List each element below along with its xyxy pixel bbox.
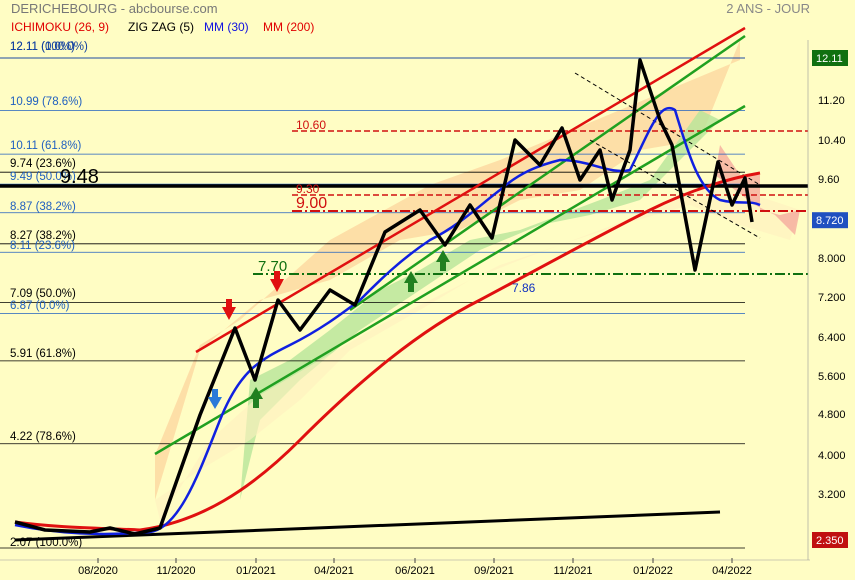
- mm30-line: [14, 106, 761, 536]
- fib-label: 9.74 (23.6%): [10, 158, 76, 170]
- y-tick-label: 9.60: [818, 174, 839, 186]
- x-tick-label: 09/2021: [474, 565, 514, 577]
- y-tick-label: 10.40: [818, 135, 846, 147]
- fib-label: 4.22 (78.6%): [10, 431, 76, 443]
- x-tick-label: 11/2020: [157, 565, 196, 577]
- x-tick-label: 06/2021: [395, 565, 435, 577]
- sell-arrow-2: [270, 279, 284, 292]
- annotation-label: 9.30: [296, 182, 320, 196]
- fib-label: 5.91 (61.8%): [10, 348, 76, 360]
- fib-label: 8.27 (38.2%): [10, 230, 76, 242]
- y-tick-label: 3.200: [818, 489, 846, 501]
- x-tick-label: 01/2022: [633, 565, 673, 577]
- fib-label: 9.49 (50.0%): [10, 171, 76, 183]
- y-tick-label: 4.000: [818, 450, 846, 462]
- x-tick-label: 04/2022: [712, 565, 752, 577]
- y-tick-label: 7.200: [818, 292, 846, 304]
- buy-arrow-3: [436, 250, 450, 262]
- buy-arrow-2: [404, 271, 418, 283]
- y-tick-label: 8.000: [818, 253, 846, 265]
- legend-zigzag: ZIG ZAG (5): [128, 20, 194, 34]
- buy-arrow-blue: [208, 397, 222, 409]
- last-price-badge-bg: [812, 212, 848, 229]
- fib-label: 12.11 (100.0%): [10, 41, 88, 53]
- mm200-line: [14, 171, 761, 532]
- y-tick-label: 11.20: [818, 95, 845, 107]
- annotation-label: 10.60: [296, 118, 326, 132]
- fibonacci-levels: [0, 57, 745, 549]
- period-label: 2 ANS - JOUR: [726, 1, 810, 16]
- fib-label: 7.09 (50.0%): [10, 288, 76, 300]
- annotation-label: 7.70: [258, 258, 287, 275]
- ichimoku-cloud: [155, 40, 800, 520]
- fib-label: 6.87 (0.0%): [10, 300, 70, 312]
- annotation-label: 9.48: [60, 166, 99, 188]
- y-tick-label: 6.400: [818, 332, 846, 344]
- legend-ichimoku: ICHIMOKU (26, 9): [11, 20, 110, 34]
- low-price-badge-bg: [812, 532, 848, 548]
- fib-label: 10.99 (78.6%): [10, 96, 82, 108]
- low-price-badge: 2.350: [816, 535, 844, 547]
- buy-arrow-1: [249, 387, 263, 399]
- fib-label: 10.11 (61.8%): [10, 140, 82, 152]
- high-price-badge-bg: [812, 50, 848, 66]
- annotation-labels: 9.48 10.60 9.309.00 7.70 7.86: [60, 118, 536, 295]
- fibonacci-labels: 12.11 (100.0%)12.11 (0.0%) 10.99 (78.6%) 1…: [10, 41, 88, 549]
- price-zigzag-line: [14, 58, 754, 536]
- y-tick-label: 5.600: [818, 371, 846, 383]
- fib-label: 8.11 (23.6%): [10, 240, 75, 252]
- x-tick-label: 01/2021: [236, 565, 276, 577]
- x-tick-label: 04/2021: [314, 565, 354, 577]
- annotation-label: 9.00: [296, 195, 327, 212]
- fib-label: 12.11 (0.0%): [10, 41, 75, 53]
- annotation-label: 7.86: [512, 281, 536, 295]
- y-tick-label: 4.800: [818, 409, 846, 421]
- sell-arrow-1: [222, 307, 236, 320]
- y-axis: 11.209.608.8008.0007.2006.4005.6004.8004…: [807, 40, 848, 560]
- legend-mm30: MM (30): [204, 20, 249, 34]
- x-axis: 08/2020 11/2020 01/2021 04/2021 06/2021 09/20…: [0, 558, 810, 577]
- last-price-badge: 8.720: [816, 215, 844, 227]
- fib-label: 2.07 (100.0%): [10, 537, 82, 549]
- chart-header: DERICHEBOURG - abcbourse.com 2 ANS - JOU…: [0, 0, 855, 40]
- high-price-badge: 12.11: [816, 53, 843, 65]
- x-tick-label: 11/2021: [554, 565, 593, 577]
- fib-label: 8.87 (38.2%): [10, 201, 76, 213]
- symbol-title: DERICHEBOURG - abcbourse.com: [11, 1, 218, 16]
- legend-mm200: MM (200): [263, 20, 315, 34]
- signal-arrows: [208, 250, 450, 409]
- x-tick-label: 08/2020: [78, 565, 118, 577]
